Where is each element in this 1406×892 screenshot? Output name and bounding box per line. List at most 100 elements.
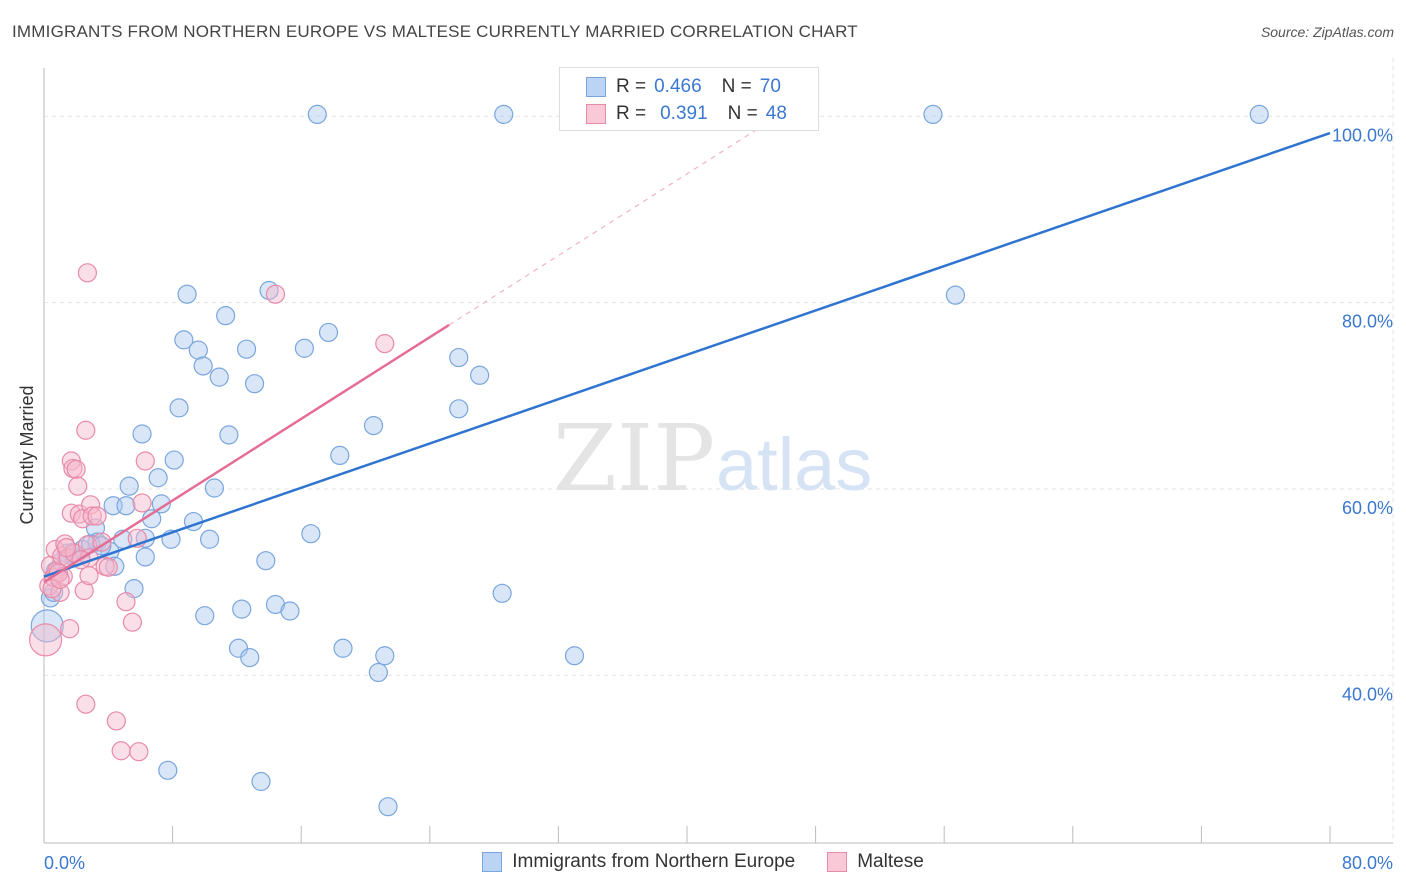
legend-n-value: 70 [759, 76, 781, 97]
data-point-northern-europe [318, 322, 339, 343]
data-point-maltese [122, 612, 143, 632]
legend-label: Maltese [857, 851, 924, 872]
trendline-maltese-extension [448, 122, 768, 326]
data-point-northern-europe [116, 496, 136, 516]
data-point-northern-europe [151, 494, 171, 514]
data-point-northern-europe [564, 646, 585, 666]
y-tick-label-100: 100.0% [1332, 125, 1393, 145]
data-point-northern-europe [251, 771, 271, 792]
data-point-maltese [116, 592, 136, 612]
data-point-maltese [61, 503, 81, 523]
data-point-maltese [87, 506, 107, 526]
data-point-maltese [111, 741, 131, 761]
series-maltese [29, 263, 395, 762]
data-point-maltese [132, 493, 152, 513]
data-point-maltese [92, 532, 112, 552]
legend-r-label: R = [616, 103, 647, 124]
data-point-maltese [76, 694, 96, 714]
legend-n-value: 48 [765, 103, 787, 124]
data-point-northern-europe [240, 647, 260, 668]
data-point-northern-europe [280, 601, 300, 621]
y-tick-label-40: 40.0% [1342, 684, 1393, 704]
data-point-northern-europe [169, 398, 189, 418]
data-point-northern-europe [256, 551, 276, 571]
data-point-northern-europe [204, 478, 224, 498]
data-point-northern-europe [174, 330, 194, 350]
data-point-northern-europe [375, 646, 395, 666]
legend-swatch-pink [827, 852, 848, 872]
x-tick-left: 0.0% [44, 853, 85, 873]
data-point-maltese [29, 623, 63, 657]
trendlines [43, 122, 1331, 584]
legend-item-maltese[interactable]: Maltese [827, 851, 924, 873]
legend-r-value: 0.466 [654, 76, 702, 97]
data-point-northern-europe [30, 609, 64, 643]
data-point-maltese [77, 263, 98, 283]
data-point-northern-europe [85, 518, 106, 538]
trendline-maltese [43, 323, 450, 584]
data-point-maltese [135, 451, 155, 471]
axes [43, 68, 1393, 844]
data-point-northern-europe [135, 547, 155, 567]
legend-r-label: R = [616, 76, 647, 97]
data-point-maltese [98, 557, 118, 577]
data-point-maltese [82, 506, 102, 526]
data-point-northern-europe [301, 524, 321, 544]
data-point-maltese [265, 284, 286, 304]
data-point-northern-europe [449, 399, 469, 419]
data-point-maltese [60, 619, 80, 639]
legend-row-blue: R = 0.466 N = 70 [586, 74, 781, 100]
data-point-northern-europe [307, 104, 327, 125]
legend-label: Immigrants from Northern Europe [512, 851, 796, 872]
data-point-northern-europe [199, 529, 220, 549]
data-point-maltese [106, 711, 126, 731]
data-point-northern-europe [330, 445, 350, 466]
data-point-northern-europe [368, 662, 388, 683]
data-point-northern-europe [449, 347, 469, 368]
legend-r-value: 0.391 [660, 103, 708, 124]
data-point-northern-europe [494, 104, 514, 125]
chart-title: IMMIGRANTS FROM NORTHERN EUROPE VS MALTE… [12, 22, 858, 41]
data-point-northern-europe [193, 356, 213, 376]
data-point-maltese [66, 459, 86, 479]
legend-swatch-blue [586, 77, 606, 97]
y-tick-label-60: 60.0% [1342, 498, 1393, 518]
data-point-northern-europe [294, 338, 315, 358]
data-point-northern-europe [232, 599, 252, 619]
legend-n-label: N = [721, 76, 752, 97]
correlation-legend: R = 0.466 N = 70 R = 0.391 N = 48 [559, 67, 819, 131]
data-point-northern-europe [164, 450, 184, 470]
data-point-northern-europe [1249, 104, 1269, 125]
data-point-maltese [79, 565, 99, 586]
data-point-northern-europe [188, 340, 208, 360]
data-point-northern-europe [209, 367, 229, 387]
data-point-northern-europe [158, 760, 178, 780]
data-point-northern-europe [363, 415, 384, 436]
series-legend: Immigrants from Northern Europe Maltese [0, 851, 1406, 873]
data-point-northern-europe [333, 638, 353, 658]
data-point-northern-europe [119, 476, 139, 496]
data-point-maltese [74, 580, 94, 601]
watermark-atlas: atlas [716, 423, 872, 506]
watermark-zip: ZIP [553, 405, 715, 512]
source-label: Source: ZipAtlas.com [1260, 24, 1394, 40]
data-point-northern-europe [195, 606, 215, 626]
legend-n-label: N = [727, 103, 758, 124]
legend-swatch-blue [482, 852, 503, 872]
data-point-maltese [76, 420, 96, 440]
data-point-northern-europe [945, 285, 966, 305]
tick-labels: 40.0% 60.0% 80.0% 100.0% [1332, 125, 1393, 704]
data-point-maltese [68, 476, 88, 496]
data-point-maltese [56, 538, 77, 558]
data-point-northern-europe [923, 104, 943, 125]
legend-item-immigrants-northern-europe[interactable]: Immigrants from Northern Europe [482, 851, 795, 873]
data-point-maltese [375, 334, 395, 354]
data-point-northern-europe [219, 425, 239, 445]
y-axis-label: Currently Married [17, 385, 37, 524]
legend-swatch-pink [586, 104, 606, 124]
data-point-northern-europe [105, 556, 125, 576]
legend-row-pink: R = 0.391 N = 48 [586, 101, 787, 127]
data-point-northern-europe [470, 365, 490, 385]
data-point-northern-europe [378, 797, 398, 817]
